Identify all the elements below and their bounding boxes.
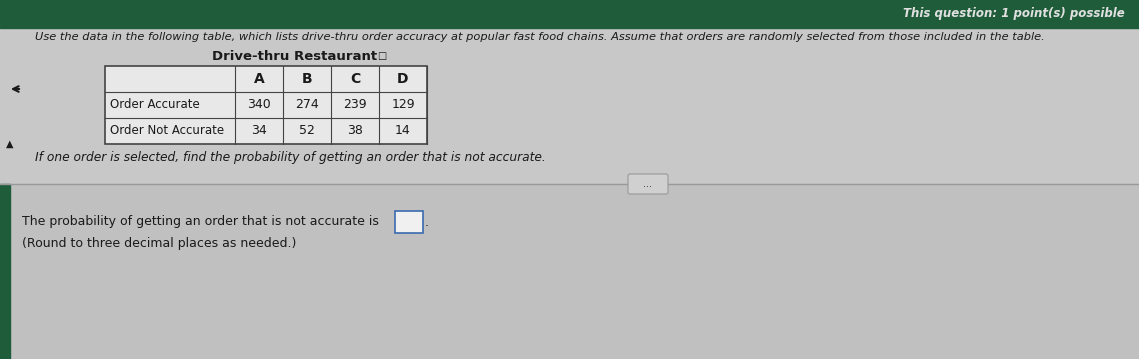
Text: Order Accurate: Order Accurate xyxy=(110,98,199,112)
Text: 34: 34 xyxy=(251,125,267,137)
Bar xyxy=(0,184,10,359)
Text: D: D xyxy=(398,72,409,86)
Text: ...: ... xyxy=(644,179,653,189)
Text: 340: 340 xyxy=(247,98,271,112)
Bar xyxy=(105,66,427,144)
Text: If one order is selected, find the probability of getting an order that is not a: If one order is selected, find the proba… xyxy=(35,151,546,164)
Text: Order Not Accurate: Order Not Accurate xyxy=(110,125,224,137)
Bar xyxy=(0,0,1139,184)
Text: 38: 38 xyxy=(347,125,363,137)
Text: 14: 14 xyxy=(395,125,411,137)
Text: 52: 52 xyxy=(300,125,316,137)
Text: B: B xyxy=(302,72,312,86)
Bar xyxy=(395,211,423,233)
Text: .: . xyxy=(425,215,429,228)
Text: Drive-thru Restaurant: Drive-thru Restaurant xyxy=(213,50,377,62)
Text: This question: 1 point(s) possible: This question: 1 point(s) possible xyxy=(903,8,1125,20)
Text: 239: 239 xyxy=(343,98,367,112)
Text: ▲: ▲ xyxy=(6,139,14,149)
Text: □: □ xyxy=(377,51,386,61)
Text: (Round to three decimal places as needed.): (Round to three decimal places as needed… xyxy=(22,238,296,251)
Bar xyxy=(0,0,1139,28)
FancyBboxPatch shape xyxy=(628,174,667,194)
Bar xyxy=(105,66,427,144)
Text: A: A xyxy=(254,72,264,86)
Text: 274: 274 xyxy=(295,98,319,112)
Text: The probability of getting an order that is not accurate is: The probability of getting an order that… xyxy=(22,215,379,228)
Text: C: C xyxy=(350,72,360,86)
Text: 129: 129 xyxy=(391,98,415,112)
Text: Use the data in the following table, which lists drive-thru order accuracy at po: Use the data in the following table, whi… xyxy=(35,32,1044,42)
Bar xyxy=(0,184,1139,359)
